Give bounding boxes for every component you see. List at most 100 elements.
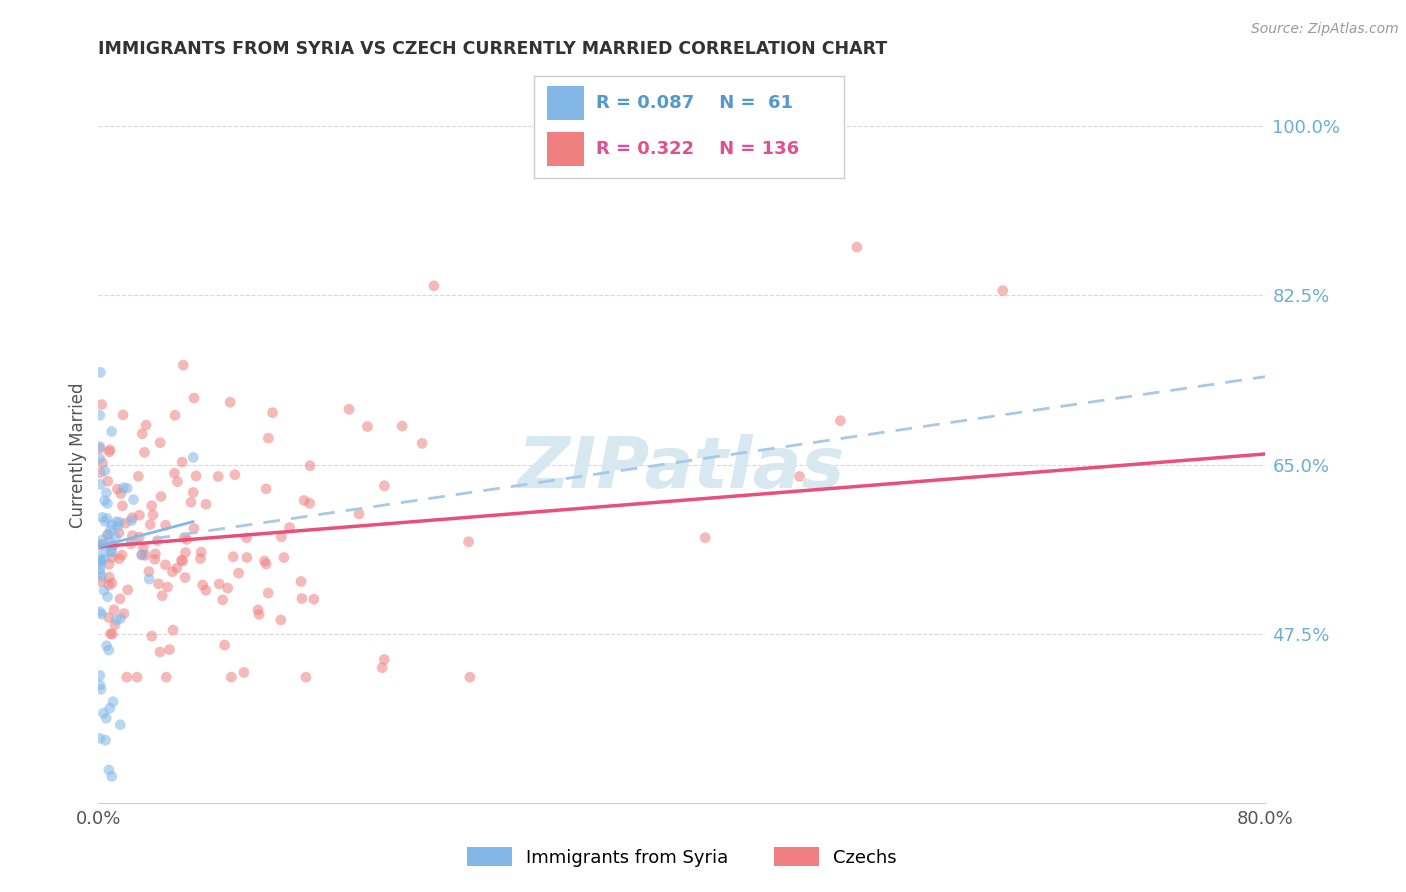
Point: [174, 570, 197, 584]
Point: [208, 577, 231, 591]
Point: [128, 530, 150, 544]
Point: [97, 578, 120, 592]
Point: [254, 557, 277, 571]
Point: [97, 474, 120, 488]
Point: [89, 477, 111, 491]
Point: [105, 613, 128, 627]
Point: [98, 701, 121, 715]
Point: [101, 576, 124, 591]
Point: [128, 508, 150, 523]
Point: [135, 418, 157, 433]
Point: [98, 540, 121, 554]
Point: [222, 549, 245, 564]
Point: [90, 607, 112, 621]
Point: [122, 492, 145, 507]
Point: [90, 574, 112, 589]
Point: [91, 510, 114, 524]
Point: [163, 466, 186, 480]
Point: [273, 550, 295, 565]
Point: [97, 558, 120, 572]
Point: [143, 547, 166, 561]
Point: [94, 514, 117, 528]
Point: [131, 548, 153, 562]
Point: [108, 591, 131, 606]
Point: [89, 605, 111, 619]
Point: [89, 466, 111, 480]
Point: [103, 603, 125, 617]
Point: [155, 558, 177, 572]
Point: [141, 629, 163, 643]
Point: [97, 527, 120, 541]
Point: [162, 623, 184, 637]
Point: [371, 661, 394, 675]
Point: [91, 533, 114, 547]
Point: [270, 613, 292, 627]
Point: [97, 643, 120, 657]
Point: [278, 520, 301, 534]
Point: [236, 550, 259, 565]
Point: [96, 511, 118, 525]
Point: [98, 570, 121, 584]
Bar: [547, 87, 583, 120]
Point: [96, 590, 118, 604]
Point: [458, 670, 481, 684]
Point: [184, 469, 207, 483]
Point: [91, 456, 114, 470]
Point: [104, 530, 127, 544]
Point: [89, 562, 111, 576]
Point: [247, 607, 270, 622]
Point: [166, 475, 188, 489]
Point: [172, 554, 194, 568]
Point: [142, 508, 165, 522]
Point: [411, 436, 433, 450]
Point: [97, 610, 120, 624]
Point: [292, 493, 315, 508]
Point: [181, 450, 204, 465]
Bar: [547, 132, 583, 166]
Point: [172, 358, 194, 372]
Point: [138, 572, 160, 586]
Point: [105, 515, 128, 529]
Point: [219, 395, 242, 409]
Point: [89, 678, 111, 692]
Point: [170, 553, 193, 567]
Text: ZIPatlas: ZIPatlas: [519, 434, 845, 503]
Point: [89, 668, 111, 682]
Point: [101, 518, 124, 533]
Point: [141, 499, 163, 513]
Point: [115, 481, 138, 495]
Point: [295, 670, 318, 684]
Point: [90, 569, 112, 583]
Point: [121, 510, 143, 524]
Point: [120, 537, 142, 551]
Point: [108, 515, 131, 529]
Point: [211, 592, 233, 607]
Point: [100, 769, 122, 783]
Point: [111, 548, 134, 562]
Point: [254, 482, 277, 496]
Point: [257, 586, 280, 600]
Point: [112, 481, 135, 495]
Point: [94, 733, 117, 747]
Point: [162, 565, 184, 579]
Point: [845, 240, 868, 254]
Point: [134, 445, 156, 459]
Point: [90, 557, 112, 571]
Point: [337, 402, 360, 417]
Point: [257, 431, 280, 445]
Point: [166, 561, 188, 575]
Point: [98, 534, 121, 549]
Point: [98, 445, 121, 459]
Point: [214, 638, 236, 652]
Point: [194, 583, 217, 598]
Point: [423, 278, 446, 293]
Point: [298, 496, 321, 510]
Y-axis label: Currently Married: Currently Married: [69, 382, 87, 528]
Point: [163, 409, 186, 423]
Point: [138, 565, 160, 579]
Point: [101, 544, 124, 558]
Legend: Immigrants from Syria, Czechs: Immigrants from Syria, Czechs: [460, 840, 904, 874]
Point: [373, 652, 395, 666]
Point: [299, 458, 322, 473]
Point: [270, 530, 292, 544]
